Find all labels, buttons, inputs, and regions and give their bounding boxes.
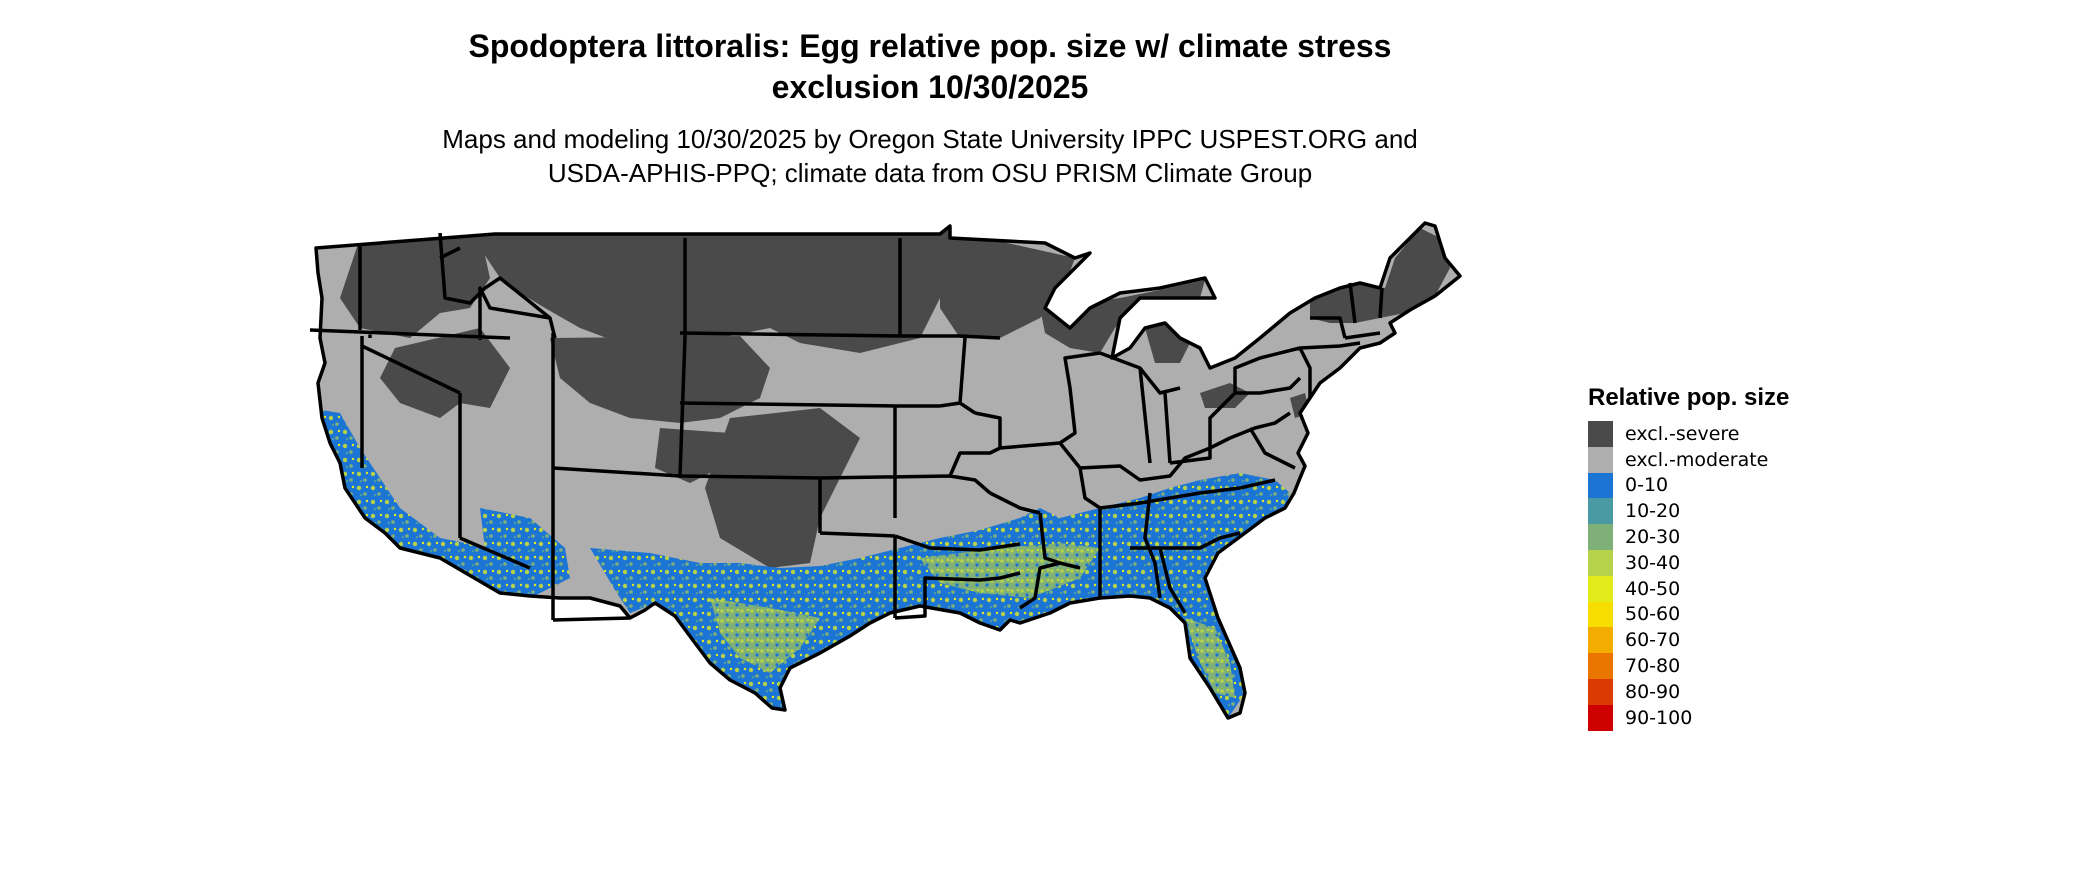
legend-item: 70-80 [1588,653,1888,679]
map-title-line-2: exclusion 10/30/2025 [771,69,1089,105]
legend-swatch [1588,704,1613,731]
legend-item: 30-40 [1588,549,1888,576]
legend-item: 20-30 [1588,524,1888,550]
legend-item: excl.-moderate [1588,446,1888,473]
legend-item: 0-10 [1588,472,1888,499]
legend-item: 50-60 [1588,601,1888,628]
legend-item: 80-90 [1588,678,1888,705]
legend-title: Relative pop. size [1588,384,1790,411]
legend-swatch [1588,498,1613,525]
map-subtitle-line-1: Maps and modeling 10/30/2025 by Oregon S… [442,124,1418,154]
excl-severe-areas [340,228,1450,568]
legend-label: 50-60 [1625,603,1681,626]
legend-label: 70-80 [1625,655,1681,678]
legend-label: 0-10 [1625,474,1669,497]
legend-item: excl.-severe [1588,421,1888,447]
legend-label: excl.-moderate [1625,448,1769,471]
legend-label: 30-40 [1625,551,1681,574]
legend-label: 80-90 [1625,680,1681,703]
legend-label: 20-30 [1625,526,1681,549]
map-subtitle: Maps and modeling 10/30/2025 by Oregon S… [330,122,1530,190]
legend-item: 90-100 [1588,704,1888,731]
legend-swatch [1588,549,1613,576]
map-title-line-1: Spodoptera littoralis: Egg relative pop.… [468,28,1392,64]
legend-item: 10-20 [1588,498,1888,525]
legend-swatch [1588,472,1613,499]
legend-swatch [1588,446,1613,473]
state-borders [309,221,1462,720]
legend-label: excl.-severe [1625,422,1740,445]
legend-swatch [1588,575,1613,602]
legend-label: 10-20 [1625,500,1681,523]
legend: Relative pop. size excl.-severe excl.-mod… [1588,383,1888,731]
legend-swatch [1588,678,1613,705]
legend-label: 40-50 [1625,577,1681,600]
legend-item: 60-70 [1588,627,1888,654]
legend-label: 60-70 [1625,629,1681,652]
legend-item: 40-50 [1588,575,1888,602]
map-subtitle-line-2: USDA-APHIS-PPQ; climate data from OSU PR… [547,158,1313,188]
legend-swatch [1588,653,1613,679]
legend-swatch [1588,421,1613,447]
legend-swatch [1588,627,1613,654]
map-title: Spodoptera littoralis: Egg relative pop.… [380,26,1480,108]
legend-swatch [1588,524,1613,550]
legend-items: excl.-severe excl.-moderate 0-10 10-20 20-30… [1588,421,1888,731]
legend-swatch [1588,601,1613,628]
us-map [309,221,1462,720]
legend-label: 90-100 [1625,706,1693,729]
